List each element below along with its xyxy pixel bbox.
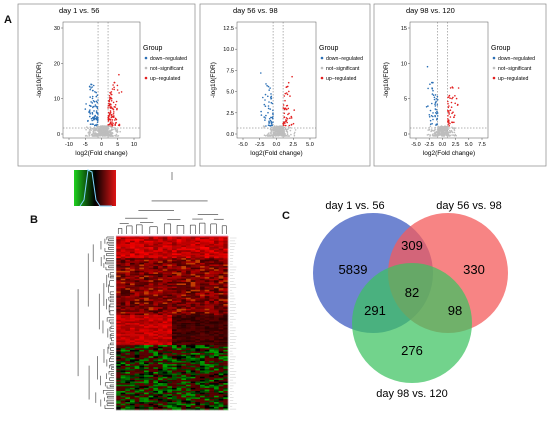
volcano-x-tick: 0.0: [439, 142, 447, 148]
volcano-x-label: log2(Fold change): [250, 150, 302, 157]
volcano-plot-1: day 1 vs. 56 -log10(FDR) log2(Fold change)…: [17, 3, 196, 167]
heatmap-row-labels: [230, 237, 237, 410]
legend-swatch: [492, 76, 496, 80]
venn-count-all: 82: [405, 285, 419, 300]
volcano-x-tick: -5.0: [411, 142, 420, 148]
venn-circle-day98-120: [352, 263, 472, 383]
volcano-points: [425, 65, 460, 137]
volcano-x-tick: 7.5: [478, 142, 486, 148]
volcano-y-tick: 0: [57, 132, 60, 138]
volcano-x-tick: -10: [65, 142, 73, 148]
volcano-y-tick: 10.0: [223, 47, 234, 53]
volcano-y-tick: 30: [54, 26, 60, 32]
legend-swatch: [320, 66, 324, 70]
volcano-x-tick: -5.0: [238, 142, 247, 148]
panel-label-c: C: [282, 210, 290, 222]
venn-count-only-3: 276: [401, 343, 423, 358]
volcano-y-tick: 10: [54, 97, 60, 103]
panel-label-b: B: [30, 214, 38, 226]
legend-item: up−regulated: [150, 76, 181, 82]
volcano-y-label: -log10(FDR): [36, 62, 43, 98]
volcano-y-tick: 12.5: [223, 26, 234, 32]
volcano-x-label: log2(Fold change): [75, 150, 127, 157]
legend-title: Group: [319, 45, 339, 52]
volcano-x-tick: 0: [100, 142, 103, 148]
venn-count-1-3: 291: [364, 303, 386, 318]
volcano-x-tick: -2.5: [255, 142, 264, 148]
venn-count-only-2: 330: [463, 262, 485, 277]
volcano-x-label: log2(Fold change): [423, 150, 475, 157]
volcano-x-tick: 2.5: [452, 142, 460, 148]
venn-count-1-2: 309: [401, 238, 423, 253]
volcano-points: [260, 72, 297, 137]
venn-set-label-3: day 98 vs. 120: [376, 388, 448, 400]
legend-item: not−significant: [498, 66, 532, 72]
volcano-y-tick: 20: [54, 61, 60, 67]
legend-swatch: [144, 66, 148, 70]
legend-item: down−regulated: [326, 56, 363, 62]
legend-swatch: [144, 56, 148, 60]
volcano-x-tick: 2.5: [289, 142, 297, 148]
volcano-title: day 1 vs. 56: [59, 6, 99, 15]
heatmap-matrix: [116, 236, 229, 411]
volcano-y-tick: 5: [404, 97, 407, 103]
legend-item: down−regulated: [150, 56, 187, 62]
volcano-x-tick: 10: [131, 142, 137, 148]
volcano-y-tick: 5.0: [226, 90, 234, 96]
legend-swatch: [492, 56, 496, 60]
legend-title: Group: [143, 45, 163, 52]
volcano-y-label: -log10(FDR): [210, 62, 217, 98]
heatmap-color-key: [74, 169, 116, 207]
legend-item: down−regulated: [498, 56, 535, 62]
volcano-x-tick: 0.0: [273, 142, 281, 148]
legend-swatch: [492, 66, 496, 70]
volcano-x-tick: 5: [116, 142, 119, 148]
volcano-plot-3: day 98 vs. 120 -log10(FDR) log2(Fold chang…: [373, 3, 547, 167]
volcano-title: day 98 vs. 120: [406, 6, 455, 15]
volcano-x-tick: -5: [83, 142, 88, 148]
legend-swatch: [320, 56, 324, 60]
volcano-y-label: -log10(FDR): [383, 62, 390, 98]
volcano-points: [84, 73, 123, 137]
row-dendrogram: [77, 236, 114, 409]
legend-swatch: [144, 76, 148, 80]
legend-item: up−regulated: [498, 76, 529, 82]
volcano-panel: day 1 vs. 56 -log10(FDR) log2(Fold change)…: [17, 3, 547, 167]
legend-item: not−significant: [326, 66, 360, 72]
venn-count-2-3: 98: [448, 303, 462, 318]
panel-label-a: A: [4, 14, 12, 26]
volcano-x-tick: 5.0: [306, 142, 314, 148]
legend-item: not−significant: [150, 66, 184, 72]
volcano-plot-2: day 56 vs. 98 -log10(FDR) log2(Fold change…: [199, 3, 371, 167]
venn-set-label-1: day 1 vs. 56: [325, 200, 384, 212]
venn-count-only-1: 5839: [339, 262, 368, 277]
volcano-y-tick: 7.5: [226, 68, 234, 74]
volcano-title: day 56 vs. 98: [233, 6, 278, 15]
legend-title: Group: [491, 45, 511, 52]
volcano-x-tick: 5.0: [465, 142, 473, 148]
volcano-y-tick: 0: [404, 132, 407, 138]
venn-set-label-2: day 56 vs. 98: [436, 200, 501, 212]
volcano-y-tick: 10: [401, 61, 407, 67]
legend-item: up−regulated: [326, 76, 357, 82]
volcano-x-tick: -2.5: [424, 142, 433, 148]
volcano-y-tick: 0.0: [226, 132, 234, 138]
column-dendrogram: [117, 172, 227, 234]
volcano-y-tick: 2.5: [226, 111, 234, 117]
legend-swatch: [320, 76, 324, 80]
volcano-y-tick: 15: [401, 26, 407, 32]
